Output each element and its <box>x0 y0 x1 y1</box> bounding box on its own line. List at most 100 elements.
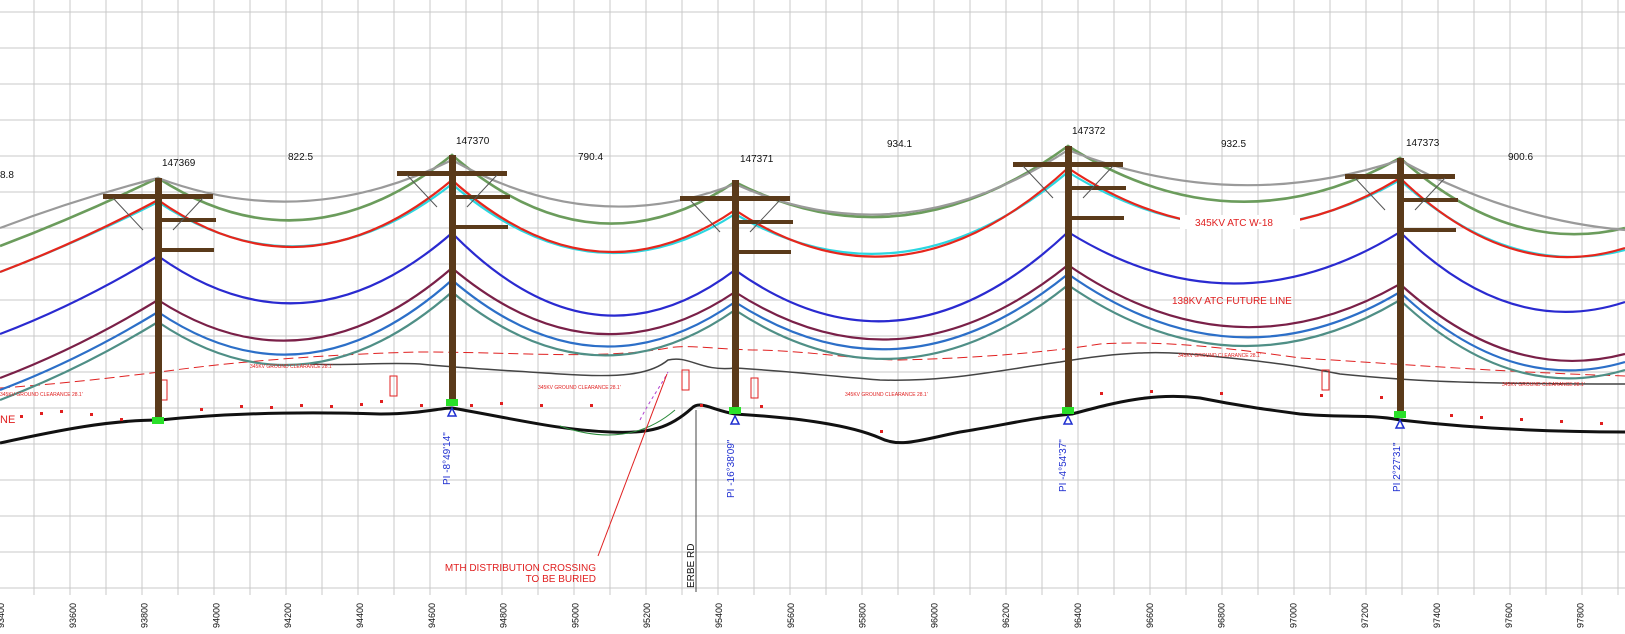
survey-mark <box>1320 394 1323 397</box>
survey-mark <box>880 430 883 433</box>
red-wire <box>0 166 1625 274</box>
pi-triangle-marker <box>446 406 458 417</box>
feature-marker <box>1321 369 1330 391</box>
feature-marker <box>681 369 690 391</box>
survey-mark <box>300 404 303 407</box>
pole-davit-arm <box>1398 228 1456 232</box>
station-label: 96600 <box>1145 603 1155 628</box>
blue-wire <box>0 230 1625 336</box>
station-label: 97000 <box>1288 603 1298 628</box>
survey-mark <box>120 418 123 421</box>
structure-number: 147370 <box>456 136 490 147</box>
survey-mark <box>590 404 593 407</box>
survey-mark <box>1150 390 1153 393</box>
insulator-string <box>1354 177 1386 211</box>
station-label: 94600 <box>427 603 437 628</box>
survey-mark <box>1480 416 1483 419</box>
pole-crossarm <box>1345 174 1455 179</box>
insulator-string <box>749 199 781 233</box>
pole-crossarm <box>680 196 790 201</box>
pole-davit-arm <box>733 250 791 254</box>
pi-angle-label: PI -4°54'37" <box>1058 439 1069 492</box>
insulator-string <box>112 197 144 231</box>
feature-marker <box>750 377 759 399</box>
pole-crossarm <box>1013 162 1123 167</box>
clearance-line <box>0 342 1625 389</box>
cyan-wire <box>0 170 1625 274</box>
road-label: ERBE RD <box>686 544 697 588</box>
station-label: 93600 <box>68 603 78 628</box>
pole-shaft <box>155 178 162 422</box>
station-label: 94000 <box>211 603 221 628</box>
clearance-label: 345KV GROUND CLEARANCE 28.1' <box>1178 353 1261 359</box>
pole-shaft <box>449 155 456 404</box>
w18-label-group: 345KV ATC W-18 <box>1180 215 1300 229</box>
survey-mark <box>1450 414 1453 417</box>
survey-mark <box>1380 396 1383 399</box>
survey-mark <box>760 405 763 408</box>
distribution-line <box>639 371 669 421</box>
station-label: 93800 <box>140 603 150 628</box>
pole-davit-arm <box>158 218 216 222</box>
station-label: 96000 <box>929 603 939 628</box>
clearance-label: 345KV GROUND CLEARANCE 28.1' <box>0 392 83 398</box>
survey-mark <box>90 413 93 416</box>
station-label: 97800 <box>1576 603 1586 628</box>
station-label: 97400 <box>1432 603 1442 628</box>
clearance-label: 345KV GROUND CLEARANCE 28.1' <box>845 392 928 398</box>
station-axis: 93400 93600 93800 94000 94200 94400 94600 94800… <box>0 603 1586 628</box>
clearance-label: 345KV GROUND CLEARANCE 28.1' <box>250 364 333 370</box>
station-label: 95800 <box>858 603 868 628</box>
station-label: 95200 <box>642 603 652 628</box>
insulator-string <box>1082 165 1114 199</box>
mth-note-line-2: TO BE BURIED <box>526 574 596 585</box>
insulator-string <box>1414 177 1446 211</box>
pi-angle-label: PI -8°49'14" <box>442 432 453 485</box>
clearance-label: 345KV GROUND CLEARANCE 28.1' <box>1502 382 1585 388</box>
mid-blue-wire <box>0 272 1625 392</box>
ground-line <box>0 394 1625 445</box>
survey-mark <box>500 402 503 405</box>
profile-grid <box>0 0 1625 595</box>
structure-number: 147369 <box>162 158 196 169</box>
pole-base-marker <box>729 407 741 414</box>
pole-davit-arm <box>1068 186 1126 190</box>
survey-mark <box>540 404 543 407</box>
survey-mark <box>380 400 383 403</box>
structure-number: 147371 <box>740 154 774 165</box>
insulator-string <box>406 174 438 208</box>
pole-base-marker <box>1394 411 1406 418</box>
ground-profile <box>0 342 1625 445</box>
pole-davit-arm <box>156 248 214 252</box>
survey-mark <box>330 405 333 408</box>
pole-shaft <box>1397 158 1404 416</box>
station-label: 97200 <box>1360 603 1370 628</box>
pole-crossarm <box>397 171 507 176</box>
survey-mark <box>1600 422 1603 425</box>
span-label-4: 932.5 <box>1221 139 1246 150</box>
pole-crossarm <box>103 194 213 199</box>
pole-davit-arm <box>1066 216 1124 220</box>
leader-line <box>597 373 668 557</box>
mth-note-line-1: MTH DISTRIBUTION CROSSING <box>445 563 596 574</box>
survey-mark <box>360 403 363 406</box>
survey-mark <box>1520 418 1523 421</box>
span-label-1: 822.5 <box>288 152 313 163</box>
survey-mark <box>1560 420 1563 423</box>
clearance-label: 345KV GROUND CLEARANCE 28.1' <box>538 385 621 391</box>
maroon-wire <box>0 263 1625 380</box>
pole-shaft <box>1065 146 1072 412</box>
survey-mark <box>270 406 273 409</box>
station-label: 96200 <box>1001 603 1011 628</box>
left-line-fragment: NE <box>0 414 15 426</box>
survey-mark <box>20 415 23 418</box>
survey-mark <box>1220 392 1223 395</box>
pi-triangle-marker <box>1062 414 1074 425</box>
span-label-5: 900.6 <box>1508 152 1533 163</box>
insulator-string <box>466 174 498 208</box>
transmission-poles <box>103 146 1458 429</box>
conductor-wires <box>0 144 1625 402</box>
station-label: 97600 <box>1504 603 1514 628</box>
insulator-string <box>689 199 721 233</box>
